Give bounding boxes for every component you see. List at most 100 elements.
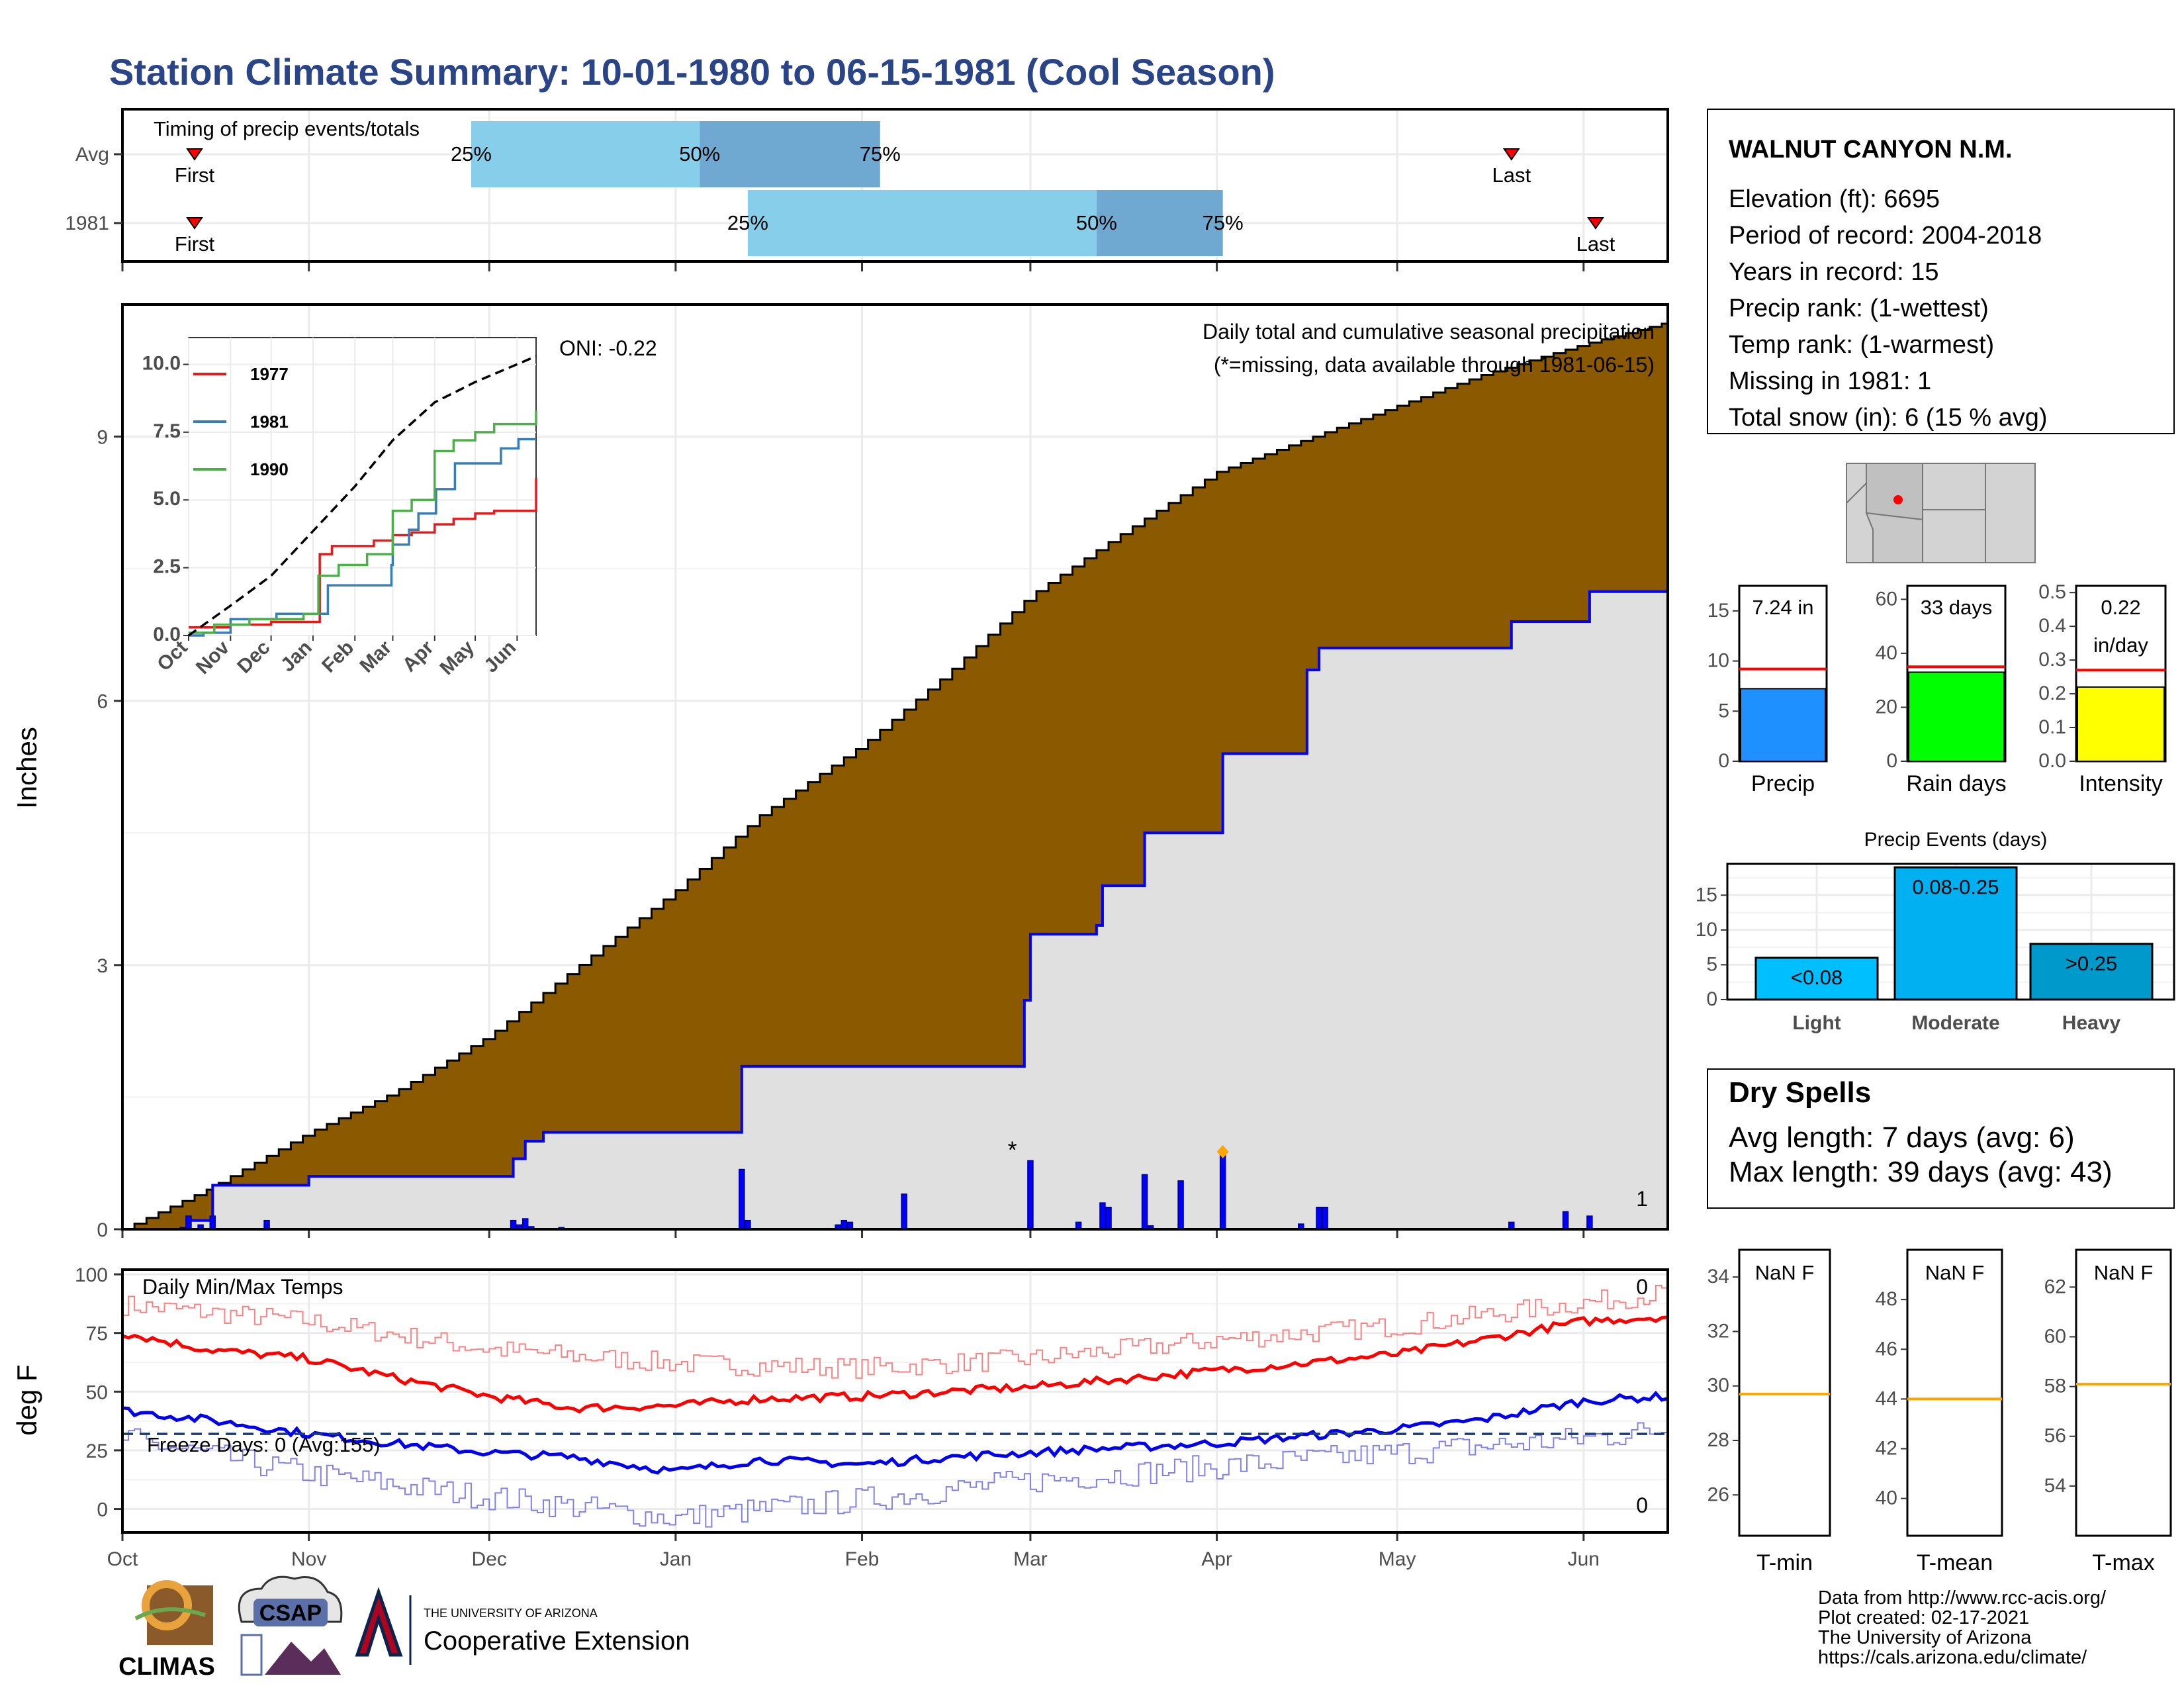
inset-legend-label: 1990 [250,459,289,479]
summary-bar-y-tick-label: 0 [1886,750,1897,772]
summary-bar-value-label: 33 days [1921,596,1993,619]
tmax-observed-line [122,1315,1668,1414]
csap-logo: CSAP [238,1575,343,1676]
main-y-axis-label: Inches [11,727,42,809]
temp-y-tick-label: 75 [86,1323,108,1345]
main-axes: 0 3 6 9 [97,427,1585,1241]
daily-precip-bar [209,1215,216,1230]
dry-spells-box: Dry Spells Avg length: 7 days (avg: 6) M… [1707,1068,2175,1209]
temp-y-tick-label: 50 [86,1382,108,1403]
temp-box-y-tick-label: 26 [1707,1483,1729,1505]
station-line: Elevation (ft): 6695 [1729,185,1940,213]
events-x-label: Moderate [1911,1012,1999,1034]
temp-box-y-tick-label: 30 [1707,1375,1729,1397]
temp-box-t-min: 26 28 30 32 34 NaN F T-min [1707,1248,1831,1575]
temp-x-tick-label: Feb [845,1548,880,1570]
timing-p75-label: 75% [1203,211,1244,234]
events-x-label: Light [1792,1012,1841,1034]
daily-precip-bar [1099,1202,1106,1230]
summary-bar-y-tick-label: 0.5 [2038,581,2066,603]
temp-x-tick-label: Dec [472,1548,507,1570]
station-line: Precip rank: (1-wettest) [1729,295,1989,322]
map-state-east [1985,463,2036,563]
temp-box-y-tick-label: 32 [1707,1320,1729,1342]
ua-small-text: THE UNIVERSITY OF ARIZONA [424,1607,598,1620]
temp-box-y-tick-label: 48 [1876,1288,1897,1310]
timing-bar-25-50 [471,121,700,187]
timing-p25-label: 25% [451,142,492,165]
summary-bar-y-tick-label: 60 [1876,588,1897,610]
station-line: Missing in 1981: 1 [1729,367,1931,395]
timing-bar-50-75 [1096,190,1223,256]
summary-bar-y-tick-label: 0.3 [2038,649,2066,671]
timing-rows: Avg 25% 50% 75% First Last 1981 25% 50% 75% First L… [65,142,1615,256]
station-location-dot [1893,495,1903,504]
temp-y-tick-label: 25 [86,1440,108,1462]
temp-box-label: T-max [2092,1550,2154,1575]
temp-box-label: T-mean [1917,1550,1993,1575]
summary-bar-value [1908,671,2005,763]
daily-precip-bar [739,1168,745,1230]
main-panel-border [121,303,1669,1231]
temp-box-y-tick-label: 60 [2044,1325,2066,1347]
events-bar-heavy [2029,943,2154,1001]
timing-last-label: Last [1576,232,1615,256]
ua-a-mark [355,1587,403,1657]
tmax-average-line [122,1284,1668,1379]
events-bar-light [1754,957,1879,1001]
temp-y-axis-label: deg F [11,1364,42,1435]
csap-bars [240,1634,263,1676]
timing-first-marker [186,148,203,161]
temp-box-value: NaN F [1925,1261,1985,1284]
summary-bar-label: Precip [1751,771,1815,796]
daily-precip-bar [1322,1206,1328,1230]
timing-row-label: 1981 [65,212,109,234]
temp-title: Daily Min/Max Temps [142,1275,343,1299]
events-y-tick-label: 0 [1706,988,1717,1010]
temp-panel-bg [122,1270,1668,1532]
dry-spells-border [1707,1068,2175,1209]
events-content: <0.08 Light 0.08-0.25 Moderate >0.25 Heavy 0 5 1… [1696,863,2175,1034]
temp-grid [121,1270,1668,1532]
summary-bar-value-label: 0.22 [2101,596,2140,619]
footer-line: Plot created: 02-17-2021 [1818,1607,2029,1628]
temp-x-tick-label: Apr [1201,1548,1232,1570]
summary-bar-value [2077,686,2165,763]
events-x-label: Heavy [2062,1012,2121,1034]
summary-bar-rain-days: 0 20 40 60 33 days Rain days [1876,585,2007,796]
station-name: WALNUT CANYON N.M. [1729,136,2013,164]
map-state-arizona [1865,512,1923,563]
ua-logo: THE UNIVERSITY OF ARIZONA Cooperative Ex… [355,1587,690,1665]
missing-note: (*=missing, data available through 1981-… [1214,353,1655,377]
temp-box-t-mean: 40 42 44 46 48 NaN F T-mean [1876,1248,2003,1575]
events-y-tick-label: 15 [1696,884,1717,906]
daily-precip-bar [1027,1160,1034,1230]
temp-box-y-tick-label: 44 [1876,1387,1897,1409]
main-y-tick-label: 3 [97,955,108,977]
inset-legend-label: 1981 [250,412,289,432]
snow-day-marker [1216,1145,1229,1158]
dry-spells-avg: Avg length: 7 days (avg: 6) [1729,1121,2075,1154]
timing-row-label: Avg [75,144,109,165]
temp-box-frame [1906,1248,2003,1537]
temp-box-y-tick-label: 58 [2044,1376,2066,1397]
temp-x-tick-label: Jun [1568,1548,1600,1570]
inset-legend: 1977 1981 1990 [193,364,289,479]
events-title: Precip Events (days) [1864,829,2048,851]
inset-average-line [187,355,537,637]
temperature-rank-boxes: 26 28 30 32 34 NaN F T-min 40 42 44 46 48 NaN F T-mea… [1707,1248,2172,1575]
timing-panel-border [121,108,1669,263]
summary-bar-y-tick-label: 0.0 [2038,750,2066,772]
temp-box-value: NaN F [1755,1261,1815,1284]
timing-last-label: Last [1492,164,1531,187]
inset-y-tick-label: 7.5 [153,420,181,442]
inset-line-1990 [189,410,537,634]
daily-precip-bar [1562,1211,1569,1230]
summary-bar-value-label-2: in/day [2093,633,2148,657]
climas-sun [142,1580,192,1630]
inset-frame [188,337,537,636]
daily-precip-bar [522,1218,529,1230]
events-bar-label: <0.08 [1791,966,1843,989]
events-bar-label: 0.08-0.25 [1913,875,1999,898]
temp-panel-border [121,1268,1669,1534]
